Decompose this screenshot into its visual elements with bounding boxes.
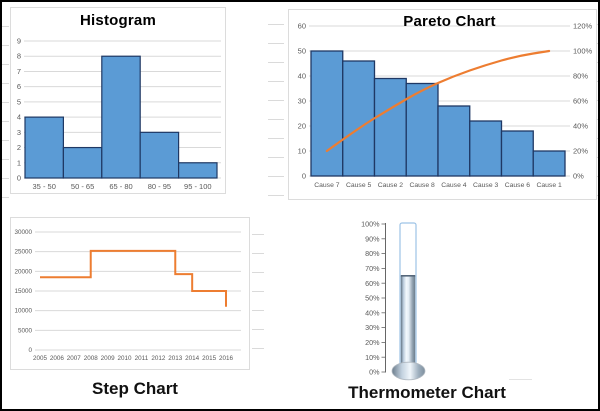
svg-text:80 - 95: 80 - 95 [148, 182, 171, 191]
svg-text:20000: 20000 [14, 268, 32, 275]
svg-text:60%: 60% [365, 279, 380, 288]
svg-text:5000: 5000 [18, 327, 33, 334]
pareto-chart: 0 10 20 30 40 50 60 0% 20% 40% 60% 80% 100% 120% Cause… [288, 9, 597, 200]
histogram-title: Histogram [80, 12, 156, 29]
svg-text:5: 5 [17, 97, 21, 106]
svg-text:2008: 2008 [84, 355, 99, 362]
svg-text:25000: 25000 [14, 249, 32, 256]
svg-text:0: 0 [302, 172, 306, 181]
thermometer-chart-caption: Thermometer Chart [348, 383, 506, 402]
svg-text:2006: 2006 [50, 355, 65, 362]
svg-text:10000: 10000 [14, 308, 32, 315]
svg-text:0%: 0% [369, 368, 380, 377]
excel-gridline-stubs-middle-bottom [252, 216, 264, 364]
svg-text:Cause 6: Cause 6 [505, 182, 531, 189]
histogram-plot: 0 1 2 3 4 5 6 7 8 9 35 - 50 50 - 65 65 - 80 80 - 95 95… [17, 37, 221, 191]
svg-text:Cause 8: Cause 8 [409, 182, 435, 189]
svg-text:9: 9 [17, 37, 21, 46]
svg-text:80%: 80% [365, 249, 380, 258]
svg-text:2014: 2014 [185, 355, 200, 362]
svg-text:20%: 20% [573, 147, 588, 156]
pareto-plot: 0 10 20 30 40 50 60 0% 20% 40% 60% 80% 100% 120% Cause… [298, 22, 593, 190]
svg-text:40: 40 [298, 72, 306, 81]
svg-text:40%: 40% [573, 122, 588, 131]
svg-text:35 - 50: 35 - 50 [33, 182, 56, 191]
svg-text:8: 8 [17, 52, 21, 61]
svg-text:2009: 2009 [101, 355, 116, 362]
svg-text:90%: 90% [365, 234, 380, 243]
svg-text:6: 6 [17, 82, 21, 91]
svg-text:50%: 50% [365, 294, 380, 303]
svg-text:2: 2 [17, 143, 21, 152]
pareto-title: Pareto Chart [403, 13, 496, 30]
step-chart-caption: Step Chart [92, 379, 178, 398]
svg-text:4: 4 [17, 113, 21, 122]
svg-text:Cause 5: Cause 5 [346, 182, 372, 189]
svg-text:Cause 7: Cause 7 [314, 182, 340, 189]
step-chart: 0 5000 10000 15000 20000 25000 30000 2005 2006 20… [10, 217, 250, 370]
thermometer-plot: 0% 10% 20% 30% 40% 50% 60% 70% 80% 90% 100% [361, 220, 426, 381]
svg-text:2013: 2013 [168, 355, 183, 362]
svg-text:3: 3 [17, 128, 21, 137]
svg-text:60: 60 [298, 22, 306, 31]
svg-text:7: 7 [17, 67, 21, 76]
svg-text:100%: 100% [361, 220, 380, 229]
svg-text:Cause 2: Cause 2 [378, 182, 404, 189]
svg-text:30000: 30000 [14, 229, 32, 236]
svg-text:Cause 1: Cause 1 [536, 182, 562, 189]
svg-text:100%: 100% [573, 47, 593, 56]
svg-text:120%: 120% [573, 22, 593, 31]
svg-text:2016: 2016 [219, 355, 234, 362]
svg-text:50 - 65: 50 - 65 [71, 182, 94, 191]
histogram-chart: 0 1 2 3 4 5 6 7 8 9 35 - 50 50 - 65 65 - 80 80 - 95 95… [10, 7, 226, 194]
svg-text:15000: 15000 [14, 288, 32, 295]
svg-text:10: 10 [298, 147, 306, 156]
svg-text:30%: 30% [365, 323, 380, 332]
svg-text:0%: 0% [573, 172, 584, 181]
svg-text:2010: 2010 [118, 355, 133, 362]
svg-text:80%: 80% [573, 72, 588, 81]
svg-text:1: 1 [17, 158, 21, 167]
svg-text:30: 30 [298, 97, 306, 106]
excel-gridline-stubs-left [2, 8, 9, 202]
svg-text:Cause 4: Cause 4 [441, 182, 467, 189]
svg-text:10%: 10% [365, 353, 380, 362]
svg-text:95 - 100: 95 - 100 [184, 182, 212, 191]
svg-text:40%: 40% [365, 308, 380, 317]
svg-text:2011: 2011 [135, 355, 149, 362]
svg-text:60%: 60% [573, 97, 588, 106]
svg-text:0: 0 [28, 347, 32, 354]
svg-text:2005: 2005 [33, 355, 48, 362]
svg-text:0: 0 [17, 174, 21, 183]
svg-text:20: 20 [298, 122, 306, 131]
svg-text:Cause 3: Cause 3 [473, 182, 499, 189]
svg-text:70%: 70% [365, 264, 380, 273]
svg-text:65 - 80: 65 - 80 [109, 182, 132, 191]
svg-text:2007: 2007 [67, 355, 82, 362]
thermometer-chart: 0% 10% 20% 30% 40% 50% 60% 70% 80% 90% 100% [347, 214, 509, 386]
excel-gridline-stubs-middle-top [268, 6, 284, 198]
svg-text:50: 50 [298, 47, 306, 56]
svg-text:20%: 20% [365, 338, 380, 347]
svg-text:2012: 2012 [151, 355, 166, 362]
svg-text:2015: 2015 [202, 355, 217, 362]
